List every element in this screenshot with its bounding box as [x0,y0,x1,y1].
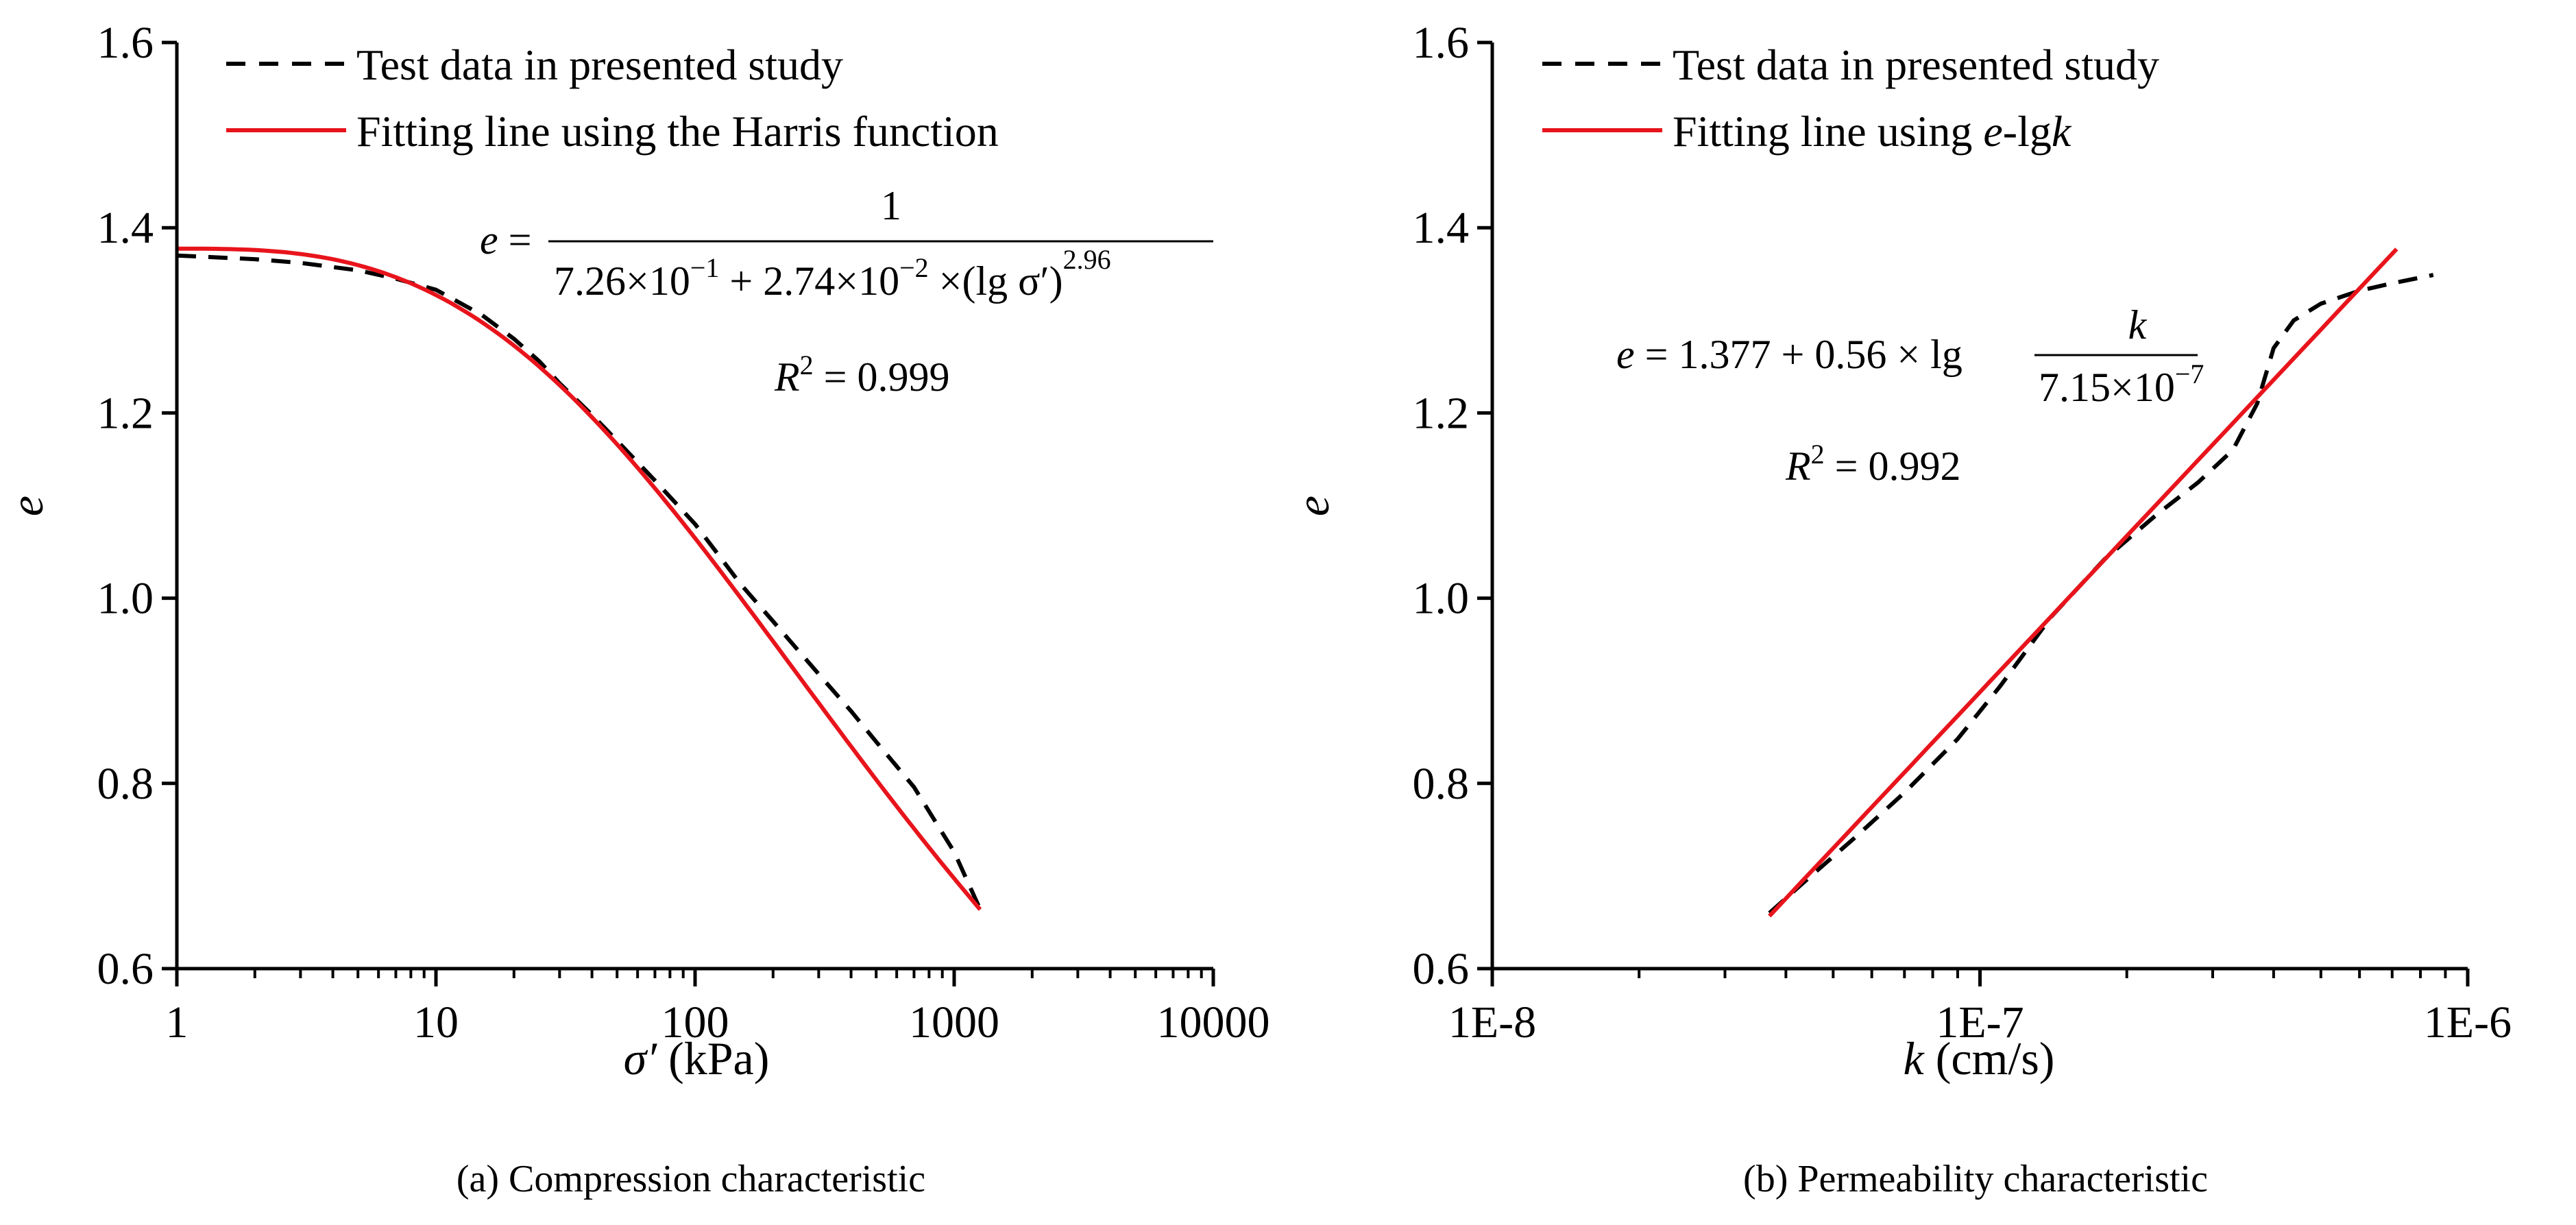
panel-b-legend-label-fit: Fitting line using e-lgk [1673,107,2072,156]
panel-b-x-tick-label: 1E-8 [1448,997,1536,1047]
panel-b-eq-lhs: e = 1.377 + 0.56 × lg [1616,332,1963,377]
panel-a-series [176,246,982,911]
panel-b-eq-r2: R2 = 0.992 [1785,439,1961,489]
panel-a-x-tick-label: 1 [166,997,189,1047]
panel-a-legend-label-test: Test data in presented study [356,40,843,89]
panel-b-y-tick-label: 0.8 [1413,759,1470,809]
panel-b-equation: e = 1.377 + 0.56 × lg k 7.15×10−7 R2 = 0… [1616,302,2204,489]
panel-a-compression-chart: 0.6 0.8 1.0 1.2 1.4 1.6 1 10 100 1000 10000 e σ′ (… [1,18,1270,1200]
panel-a-legend: Test data in presented study Fitting lin… [226,40,999,156]
panel-a-eq-numerator: 1 [881,183,901,228]
panel-a-fit-line [177,246,982,911]
panel-a-y-tick-label: 1.4 [97,203,154,253]
panel-b-legend: Test data in presented study Fitting lin… [1542,40,2159,156]
panel-b-series [1768,247,2434,918]
panel-b-ticks: 0.6 0.8 1.0 1.2 1.4 1.6 1E-8 1E-7 1E-6 [1413,18,2512,1047]
panel-b-test-data-line [1768,273,2434,915]
panel-a-eq-denominator: 7.26×10−1 + 2.74×10−2 ×(lg σ′)2.96 [554,244,1111,304]
panel-a-eq-r2: R2 = 0.999 [774,350,950,400]
panel-b-x-tick-label: 1E-7 [1936,997,2024,1047]
panel-a-x-tick-label: 10 [413,997,459,1047]
panel-b-eq-numerator: k [2128,302,2148,348]
panel-b-y-tick-label: 1.4 [1413,203,1470,253]
panel-a-x-tick-label: 10000 [1157,997,1270,1047]
panel-a-y-tick-label: 0.6 [97,944,154,994]
panel-b-y-tick-label: 0.6 [1413,944,1470,994]
panel-a-legend-label-fit: Fitting line using the Harris function [356,107,999,156]
panel-a-y-axis-label: e [1,496,53,516]
panel-b-fit-line [1768,247,2398,918]
panel-a-caption: (a) Compression characteristic [457,1158,925,1200]
panel-a-y-tick-label: 1.2 [97,388,154,438]
panel-b-y-tick-label: 1.0 [1413,574,1470,624]
panel-a-x-axis-label: σ′ (kPa) [624,1032,770,1084]
panel-b-permeability-chart: 0.6 0.8 1.0 1.2 1.4 1.6 1E-8 1E-7 1E-6 e k (cm/s… [1287,18,2512,1200]
panel-a-y-tick-label: 1.0 [97,574,154,624]
panel-a-y-tick-label: 0.8 [97,759,154,809]
panel-a-x-tick-label: 100 [661,997,729,1047]
panel-b-x-tick-label: 1E-6 [2424,997,2512,1047]
panel-b-caption: (b) Permeability characteristic [1743,1158,2208,1200]
panel-a-eq-lhs: e = [480,217,531,263]
panel-a-y-tick-label: 1.6 [97,18,154,68]
panel-a-test-data-line [176,253,982,910]
panel-a-ticks: 0.6 0.8 1.0 1.2 1.4 1.6 1 10 100 1000 10000 [97,18,1270,1047]
panel-b-y-tick-label: 1.2 [1413,388,1470,438]
panel-b-y-axis-label: e [1287,496,1339,516]
panel-b-legend-label-test: Test data in presented study [1673,40,2159,89]
panel-a-x-tick-label: 1000 [909,997,999,1047]
panel-b-y-tick-label: 1.6 [1413,18,1470,68]
panel-b-x-axis-label: k (cm/s) [1904,1032,2055,1084]
panel-b-eq-denominator: 7.15×10−7 [2039,359,2204,410]
panel-a-equation: e = 1 7.26×10−1 + 2.74×10−2 ×(lg σ′)2.96… [480,183,1213,400]
